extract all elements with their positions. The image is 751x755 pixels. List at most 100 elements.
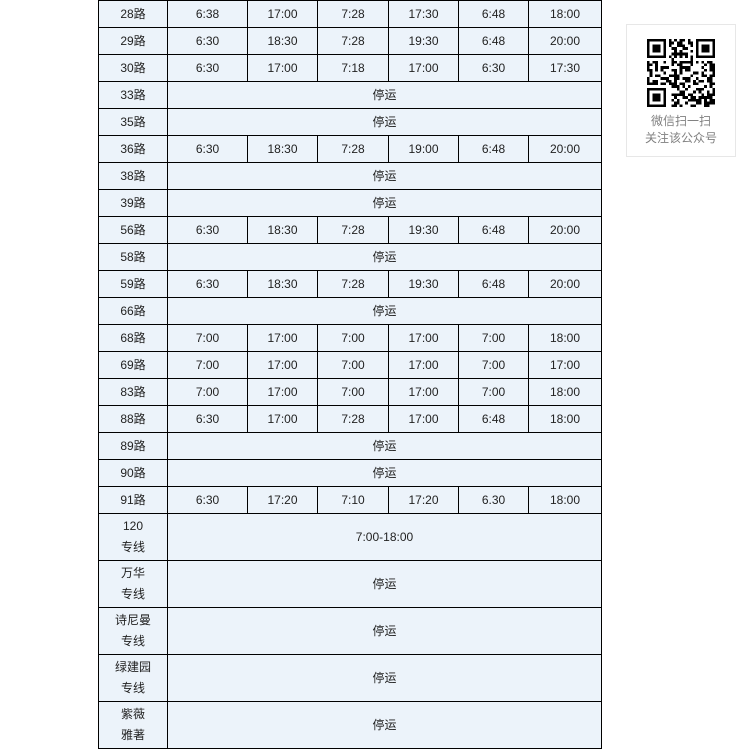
table-row: 万华 专线 停运: [98, 560, 602, 608]
time-cell: 6:30: [167, 405, 248, 433]
table-row: 69路 7:00 17:00 7:00 17:00 7:00 17:00: [98, 351, 602, 379]
time-cell: 20:00: [528, 27, 602, 55]
route-name-cell: 56路: [98, 216, 168, 244]
table-row: 29路 6:30 18:30 7:28 19:30 6:48 20:00: [98, 27, 602, 55]
span-cell: 停运: [167, 189, 602, 217]
table-row: 39路 停运: [98, 189, 602, 217]
time-cell: 17:00: [247, 405, 318, 433]
time-cell: 18:00: [528, 405, 602, 433]
span-cell: 停运: [167, 162, 602, 190]
qr-caption: 微信扫一扫 关注该公众号: [627, 113, 735, 147]
route-name-cell: 59路: [98, 270, 168, 298]
time-cell: 19:00: [388, 135, 459, 163]
time-cell: 6:48: [458, 270, 529, 298]
time-cell: 20:00: [528, 216, 602, 244]
time-cell: 7:00: [317, 351, 389, 379]
span-cell: 停运: [167, 243, 602, 271]
time-cell: 6:48: [458, 405, 529, 433]
time-cell: 17:00: [388, 405, 459, 433]
time-cell: 6:38: [167, 0, 248, 28]
table-row: 68路 7:00 17:00 7:00 17:00 7:00 18:00: [98, 324, 602, 352]
route-name-cell: 68路: [98, 324, 168, 352]
route-name-cell: 83路: [98, 378, 168, 406]
time-cell: 17:20: [388, 486, 459, 514]
table-row: 36路 6:30 18:30 7:28 19:00 6:48 20:00: [98, 135, 602, 163]
route-name-cell: 绿建园 专线: [98, 654, 168, 702]
table-row: 91路 6:30 17:20 7:10 17:20 6.30 18:00: [98, 486, 602, 514]
table-row: 紫薇 雅著 停运: [98, 701, 602, 749]
route-name-cell: 28路: [98, 0, 168, 28]
time-cell: 18:30: [247, 135, 318, 163]
table-row: 58路 停运: [98, 243, 602, 271]
time-cell: 6:30: [167, 27, 248, 55]
time-cell: 18:00: [528, 378, 602, 406]
span-cell: 停运: [167, 654, 602, 702]
time-cell: 6:48: [458, 27, 529, 55]
time-cell: 7:10: [317, 486, 389, 514]
time-cell: 17:00: [247, 0, 318, 28]
table-row: 120 专线 7:00-18:00: [98, 513, 602, 561]
route-name-cell: 91路: [98, 486, 168, 514]
time-cell: 6:30: [167, 54, 248, 82]
time-cell: 17:20: [247, 486, 318, 514]
span-cell: 停运: [167, 607, 602, 655]
time-cell: 7:18: [317, 54, 389, 82]
table-row: 90路 停运: [98, 459, 602, 487]
table-row: 30路 6:30 17:00 7:18 17:00 6:30 17:30: [98, 54, 602, 82]
time-cell: 17:00: [247, 54, 318, 82]
time-cell: 19:30: [388, 270, 459, 298]
span-cell: 停运: [167, 108, 602, 136]
route-name-cell: 88路: [98, 405, 168, 433]
time-cell: 18:30: [247, 216, 318, 244]
time-cell: 7:00: [167, 351, 248, 379]
time-cell: 7:28: [317, 135, 389, 163]
span-cell: 停运: [167, 432, 602, 460]
time-cell: 19:30: [388, 216, 459, 244]
table-row: 28路 6:38 17:00 7:28 17:30 6:48 18:00: [98, 0, 602, 28]
time-cell: 7:00: [458, 324, 529, 352]
span-cell: 停运: [167, 701, 602, 749]
time-cell: 6:48: [458, 0, 529, 28]
route-name-cell: 诗尼曼 专线: [98, 607, 168, 655]
route-name-cell: 120 专线: [98, 513, 168, 561]
table-row: 89路 停运: [98, 432, 602, 460]
route-name-cell: 90路: [98, 459, 168, 487]
span-cell: 停运: [167, 560, 602, 608]
time-cell: 7:00: [167, 324, 248, 352]
time-cell: 7:28: [317, 270, 389, 298]
table-row: 33路 停运: [98, 81, 602, 109]
table-row: 66路 停运: [98, 297, 602, 325]
qr-caption-line2: 关注该公众号: [644, 131, 717, 145]
time-cell: 17:00: [388, 54, 459, 82]
time-cell: 18:00: [528, 486, 602, 514]
bus-schedule-table-wrap: 28路 6:38 17:00 7:28 17:30 6:48 18:00 29路 6:30 18:…: [98, 0, 602, 749]
route-name-cell: 35路: [98, 108, 168, 136]
time-cell: 6:48: [458, 135, 529, 163]
table-row: 诗尼曼 专线 停运: [98, 607, 602, 655]
route-name-cell: 36路: [98, 135, 168, 163]
time-cell: 6:30: [167, 486, 248, 514]
time-cell: 17:00: [388, 324, 459, 352]
time-cell: 17:30: [528, 54, 602, 82]
time-cell: 7:28: [317, 27, 389, 55]
qr-code-icon: [647, 39, 715, 107]
time-cell: 18:30: [247, 27, 318, 55]
time-cell: 7:28: [317, 0, 389, 28]
table-row: 38路 停运: [98, 162, 602, 190]
route-name-cell: 69路: [98, 351, 168, 379]
route-name-cell: 66路: [98, 297, 168, 325]
table-row: 绿建园 专线 停运: [98, 654, 602, 702]
bus-schedule-table: 28路 6:38 17:00 7:28 17:30 6:48 18:00 29路 6:30 18:…: [98, 0, 602, 749]
time-cell: 20:00: [528, 135, 602, 163]
time-cell: 6:30: [167, 216, 248, 244]
time-cell: 18:30: [247, 270, 318, 298]
route-name-cell: 紫薇 雅著: [98, 701, 168, 749]
span-cell: 停运: [167, 459, 602, 487]
table-row: 59路 6:30 18:30 7:28 19:30 6:48 20:00: [98, 270, 602, 298]
route-name-cell: 30路: [98, 54, 168, 82]
route-name-cell: 33路: [98, 81, 168, 109]
time-cell: 7:00: [317, 324, 389, 352]
time-cell: 17:00: [388, 351, 459, 379]
time-cell: 17:00: [388, 378, 459, 406]
span-cell: 7:00-18:00: [167, 513, 602, 561]
